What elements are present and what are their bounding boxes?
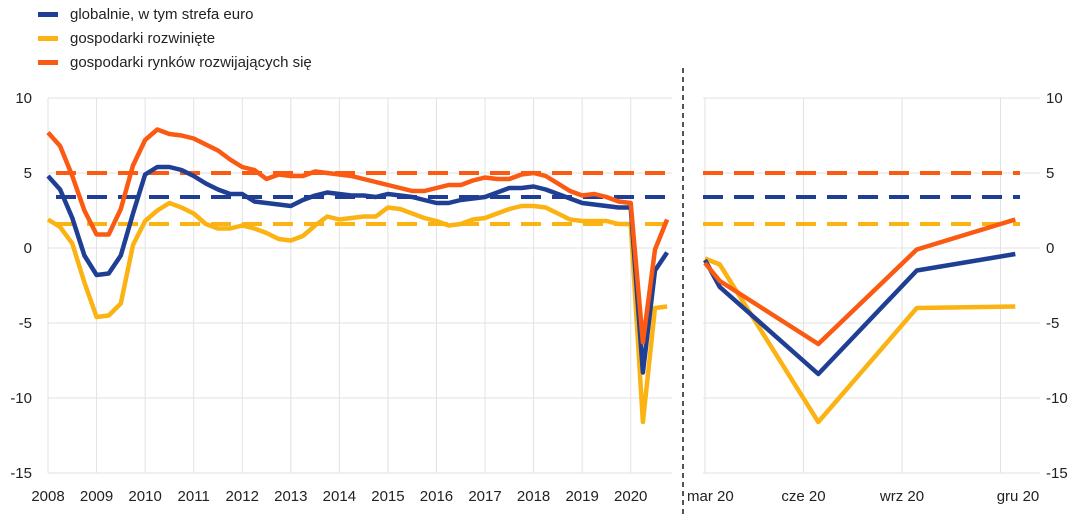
y-tick-right--10: -10 [1046, 390, 1068, 407]
x-tick-2016: 2016 [420, 488, 453, 505]
x-tick-gru-20: gru 20 [997, 488, 1040, 505]
x-tick-2020: 2020 [614, 488, 647, 505]
legend-swatch-advanced [38, 35, 58, 41]
left-x-axis: 2008 2009 2010 2011 2012 2013 2014 2015 2016 2017… [31, 488, 647, 505]
series-line-left-gospodarki-rynk-w-rozwijaj-cych-si [46, 127, 670, 345]
x-tick-2011: 2011 [178, 488, 210, 505]
y-tick-left-0: 0 [24, 240, 32, 257]
x-tick-2015: 2015 [371, 488, 404, 505]
right-x-axis: mar 20 cze 20 wrz 20 gru 20 [687, 488, 1039, 505]
y-tick-right--15: -15 [1046, 465, 1068, 482]
y-tick-left--15: -15 [10, 465, 32, 482]
x-tick-2014: 2014 [323, 488, 356, 505]
legend-item-global: globalnie, w tym strefa euro [38, 2, 312, 26]
y-tick-right--5: -5 [1046, 315, 1059, 332]
series-line-right-gospodarki-rynk-w-rozwijaj-cych-si [703, 217, 1016, 347]
legend-label-global: globalnie, w tym strefa euro [70, 5, 254, 23]
x-tick-2008: 2008 [31, 488, 64, 505]
y-tick-left--10: -10 [10, 390, 32, 407]
series-line-right-gospodarki-rozwini-te [704, 256, 1016, 425]
x-tick-cze-20: cze 20 [781, 488, 825, 505]
y-tick-right-10: 10 [1046, 90, 1063, 107]
left-y-axis: -15 -10 -5 0 5 10 [10, 90, 32, 482]
legend: globalnie, w tym strefa euro gospodarki … [38, 2, 312, 74]
x-tick-2013: 2013 [274, 488, 307, 505]
series-line-left-gospodarki-rozwini-te [46, 200, 668, 425]
x-tick-2017: 2017 [468, 488, 501, 505]
y-tick-right-0: 0 [1046, 240, 1054, 257]
x-tick-2009: 2009 [80, 488, 113, 505]
x-tick-2019: 2019 [565, 488, 598, 505]
legend-item-advanced: gospodarki rozwinięte [38, 26, 312, 50]
gridlines [47, 97, 1040, 474]
series-line-left-globalnie-w-tym-strefa-euro [46, 164, 669, 375]
legend-label-advanced: gospodarki rozwinięte [70, 29, 216, 47]
x-tick-mar-20: mar 20 [687, 488, 734, 505]
y-tick-left-5: 5 [24, 165, 32, 182]
legend-swatch-emerging [38, 59, 58, 65]
series-line-right-globalnie-w-tym-strefa-euro [703, 251, 1016, 377]
x-tick-2018: 2018 [517, 488, 550, 505]
right-y-axis: -15 -10 -5 0 5 10 [1046, 90, 1068, 482]
legend-label-emerging: gospodarki rynków rozwijających się [70, 53, 312, 71]
series-lines [46, 127, 1016, 425]
x-tick-wrz-20: wrz 20 [879, 488, 924, 505]
x-tick-2010: 2010 [128, 488, 161, 505]
y-tick-left--5: -5 [19, 315, 32, 332]
legend-swatch-global [38, 11, 58, 17]
y-tick-left-10: 10 [15, 90, 32, 107]
x-tick-2012: 2012 [226, 488, 259, 505]
y-tick-right-5: 5 [1046, 165, 1054, 182]
legend-item-emerging: gospodarki rynków rozwijających się [38, 50, 312, 74]
